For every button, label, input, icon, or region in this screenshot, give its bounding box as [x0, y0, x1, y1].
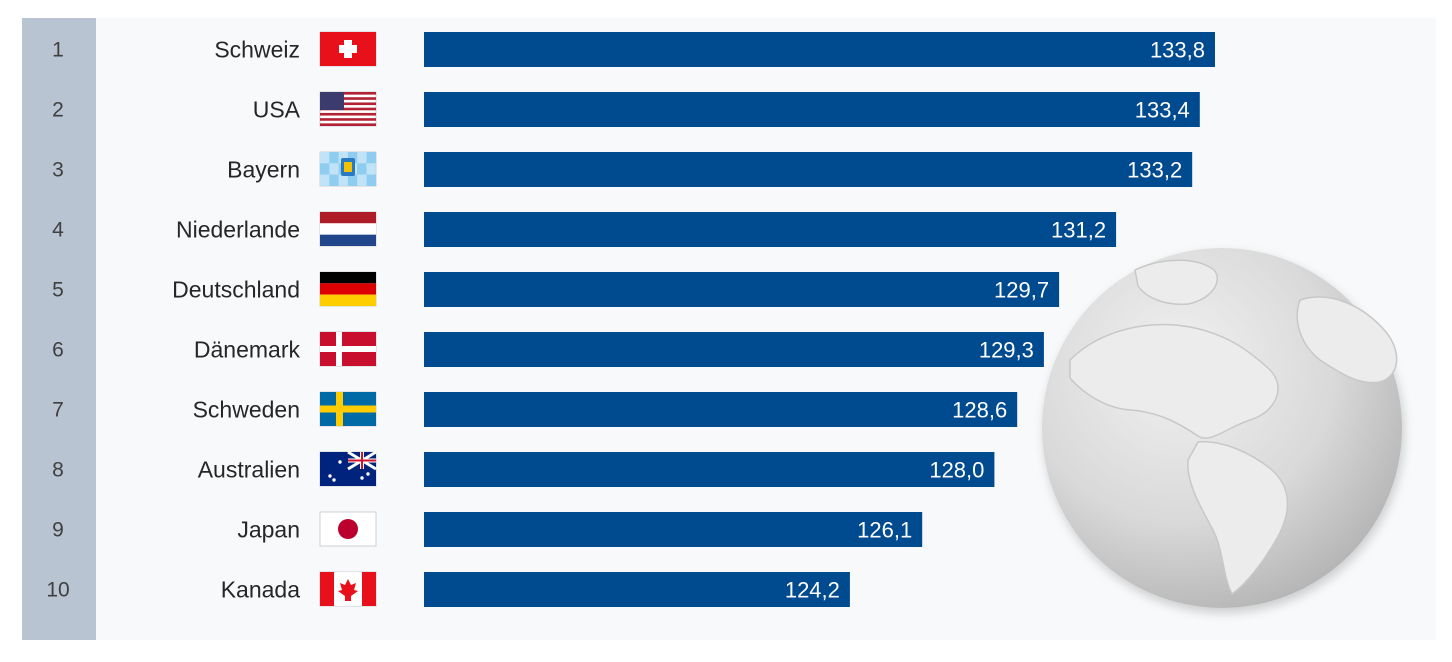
rank-label: 3 — [52, 159, 64, 182]
flag-netherlands-icon — [319, 211, 377, 247]
country-label: Niederlande — [176, 217, 300, 243]
country-label: USA — [253, 97, 301, 123]
bar — [424, 272, 1060, 307]
bar-value-label: 129,7 — [994, 278, 1049, 303]
bar — [424, 332, 1044, 367]
country-label: Bayern — [227, 157, 300, 183]
flag-bavaria-icon — [319, 151, 377, 187]
globe-icon — [1042, 248, 1402, 608]
rank-label: 2 — [52, 99, 64, 122]
flag-canada-icon — [319, 571, 377, 607]
rank-label: 10 — [46, 579, 69, 602]
country-label: Australien — [198, 457, 300, 483]
country-label: Schweden — [193, 397, 300, 423]
bar-value-label: 128,0 — [929, 458, 984, 483]
bar-value-label: 133,8 — [1150, 38, 1205, 63]
bar-value-label: 126,1 — [857, 518, 912, 543]
bar — [424, 32, 1215, 67]
bar — [424, 452, 995, 487]
country-label: Deutschland — [172, 277, 300, 303]
rank-column — [22, 18, 96, 640]
rank-label: 4 — [52, 219, 64, 242]
bar-value-label: 128,6 — [952, 398, 1007, 423]
rank-label: 5 — [52, 279, 64, 302]
bar — [424, 92, 1200, 127]
bar — [424, 512, 923, 547]
bar-value-label: 133,4 — [1135, 98, 1190, 123]
flag-usa-icon — [319, 91, 377, 127]
country-label: Schweiz — [214, 37, 300, 63]
bar-value-label: 133,2 — [1127, 158, 1182, 183]
country-label: Kanada — [221, 577, 301, 603]
rank-label: 1 — [52, 39, 64, 62]
bar — [424, 212, 1117, 247]
rank-label: 9 — [52, 519, 64, 542]
flag-australia-icon — [319, 450, 377, 487]
bar-value-label: 124,2 — [785, 578, 840, 603]
flag-germany-icon — [319, 271, 377, 307]
bar — [424, 572, 850, 607]
flag-sweden-icon — [319, 391, 377, 427]
rank-label: 8 — [52, 459, 64, 482]
bar — [424, 392, 1018, 427]
country-label: Japan — [237, 517, 300, 543]
rank-label: 6 — [52, 339, 64, 362]
bar-value-label: 129,3 — [979, 338, 1034, 363]
flag-switzerland-icon — [319, 31, 377, 67]
bar-value-label: 131,2 — [1051, 218, 1106, 243]
bar — [424, 152, 1193, 187]
flag-denmark-icon — [319, 331, 377, 367]
flag-japan-icon — [319, 511, 377, 547]
rank-label: 7 — [52, 399, 64, 422]
country-label: Dänemark — [194, 337, 301, 363]
